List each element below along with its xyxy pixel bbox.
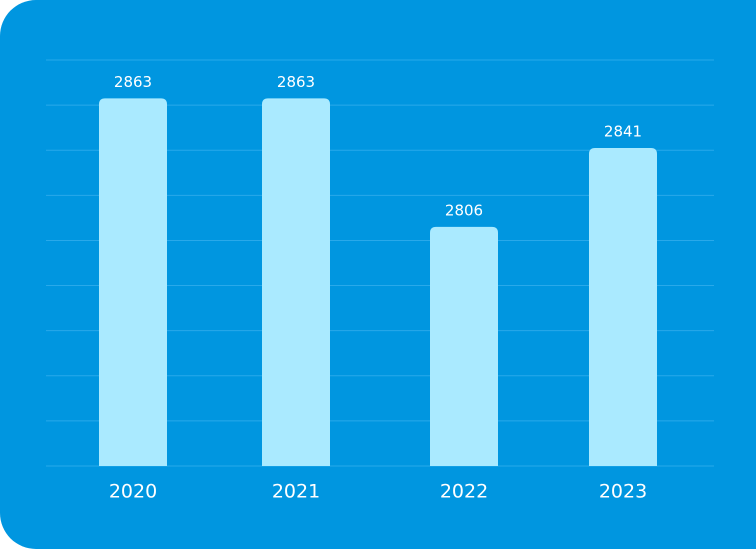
value-label: 2806	[445, 201, 483, 219]
bar	[99, 98, 167, 466]
value-label: 2841	[604, 122, 642, 140]
x-tick-label: 2022	[440, 481, 488, 503]
value-label: 2863	[114, 73, 152, 91]
x-tick-label: 2023	[599, 481, 647, 503]
bar	[430, 226, 498, 466]
x-tick-label: 2020	[109, 481, 157, 503]
bar	[262, 98, 330, 466]
bar	[589, 147, 657, 466]
x-tick-label: 2021	[272, 481, 320, 503]
value-label: 2863	[277, 73, 315, 91]
